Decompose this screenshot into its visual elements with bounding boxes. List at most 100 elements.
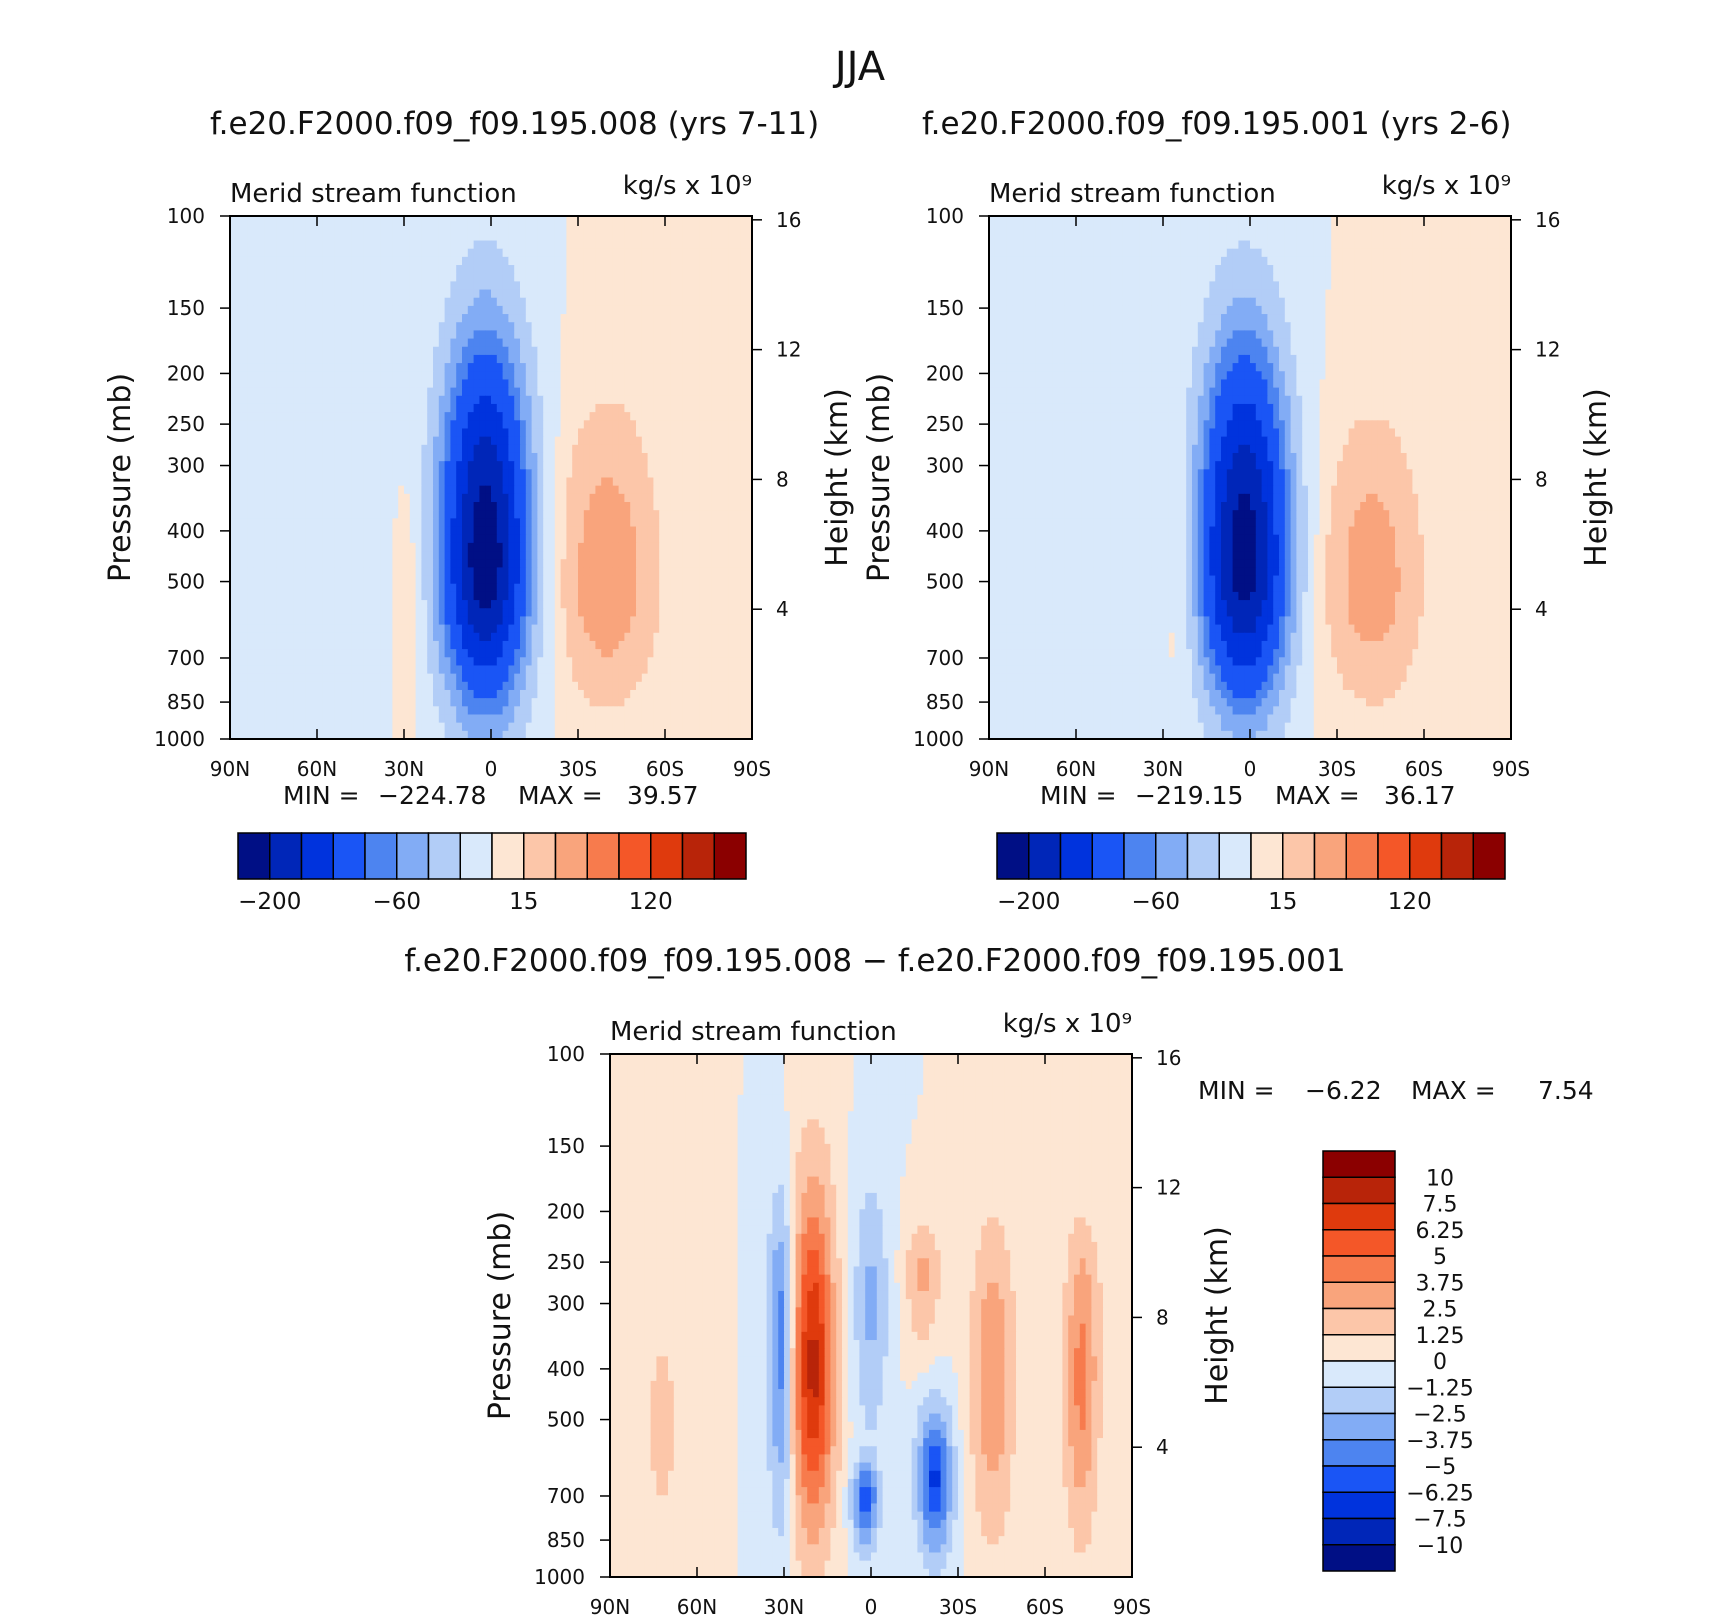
field-cell (409, 330, 417, 340)
field-cell (711, 395, 718, 405)
field-cell (688, 526, 695, 536)
field-cell (670, 371, 678, 380)
field-cell (328, 395, 335, 405)
field-cell (525, 542, 533, 552)
field-cell (334, 485, 341, 495)
field-cell (723, 379, 730, 389)
field-cell (682, 461, 689, 470)
field-cell (282, 624, 289, 634)
field-cell (636, 224, 643, 233)
field-cell (415, 387, 422, 397)
field-cell (392, 510, 399, 519)
field-cell (589, 387, 596, 397)
field-cell (479, 420, 486, 429)
field-cell (630, 314, 637, 323)
field-cell (462, 657, 469, 666)
field-cell (699, 632, 707, 642)
field-cell (456, 518, 463, 528)
field-cell (607, 297, 614, 307)
field-cell (433, 657, 440, 666)
field-cell (670, 477, 678, 487)
field-cell (322, 469, 330, 478)
field-cell (375, 256, 382, 266)
field-cell (496, 387, 504, 397)
field-cell (728, 632, 736, 642)
field-cell (583, 248, 591, 258)
field-cell (380, 240, 388, 250)
field-cell (682, 542, 689, 552)
field-cell (717, 485, 724, 495)
field-cell (305, 248, 312, 258)
field-cell (728, 297, 736, 307)
field-cell (572, 314, 579, 323)
field-cell (612, 452, 620, 462)
field-cell (346, 395, 353, 405)
field-cell (253, 322, 260, 331)
field-cell (514, 248, 521, 258)
field-cell (717, 600, 724, 609)
field-cell (740, 510, 747, 519)
field-cell (247, 559, 254, 568)
field-cell (288, 240, 295, 250)
field-cell (514, 657, 521, 666)
field-cell (583, 379, 591, 389)
field-cell (699, 395, 707, 405)
field-cell (520, 493, 527, 503)
field-cell (508, 616, 515, 626)
field-cell (618, 265, 625, 274)
field-cell (311, 248, 318, 258)
field-cell (462, 567, 469, 577)
field-cell (305, 420, 312, 429)
field-cell (276, 632, 283, 642)
field-cell (699, 534, 707, 544)
field-cell (537, 387, 544, 397)
field-cell (665, 649, 672, 658)
field-cell (566, 657, 573, 666)
field-cell (659, 338, 666, 348)
field-cell (282, 657, 289, 666)
field-cell (404, 273, 411, 282)
field-cell (276, 461, 283, 470)
field-cell (520, 395, 527, 405)
field-cell (554, 583, 562, 593)
field-cell (734, 534, 741, 544)
field-cell (728, 387, 736, 397)
field-cell (665, 273, 672, 282)
field-cell (346, 248, 353, 258)
field-cell (450, 224, 457, 233)
field-cell (299, 281, 306, 291)
field-cell (543, 403, 550, 413)
field-cell (537, 420, 544, 429)
field-cell (409, 436, 417, 446)
field-cell (427, 608, 434, 617)
field-cell (543, 510, 550, 519)
field-cell (421, 322, 428, 331)
field-cell (537, 428, 544, 438)
field-cell (543, 649, 550, 658)
field-cell (230, 624, 237, 634)
field-cell (328, 665, 335, 675)
field-cell (723, 608, 730, 617)
field-cell (380, 485, 388, 495)
field-cell (676, 363, 683, 372)
field-cell (351, 363, 359, 372)
field-cell (618, 371, 625, 380)
field-cell (322, 575, 330, 585)
field-cell (647, 534, 654, 544)
field-cell (682, 379, 689, 389)
field-cell (636, 354, 643, 364)
field-cell (607, 224, 614, 233)
field-cell (612, 224, 620, 233)
field-cell (276, 575, 283, 585)
field-cell (421, 608, 428, 617)
field-cell (641, 216, 649, 225)
field-cell (688, 534, 695, 544)
field-cell (496, 216, 504, 225)
field-cell (467, 281, 475, 291)
field-cell (723, 469, 730, 478)
field-cell (595, 224, 602, 233)
field-cell (450, 330, 457, 340)
field-cell (630, 216, 637, 225)
field-cell (433, 510, 440, 519)
field-cell (728, 534, 736, 544)
